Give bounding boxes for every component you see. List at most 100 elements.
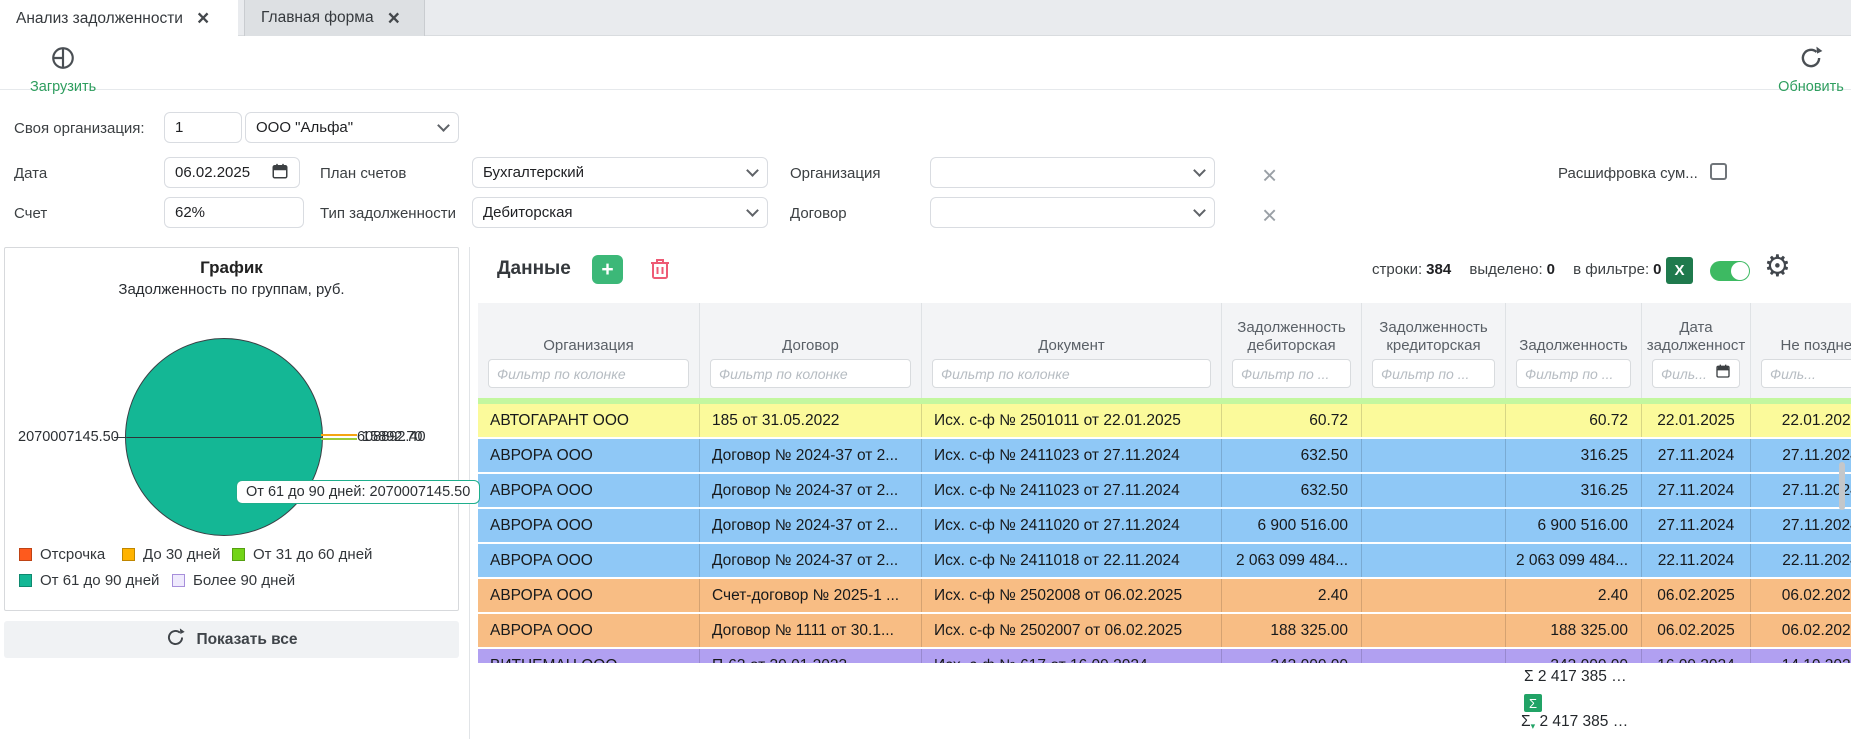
column-header[interactable]: Задолженность дебиторская Фильтр по ... [1222, 303, 1362, 398]
table-row[interactable]: АВРОРА ООО Счет-договор № 2025-1 ... Исх… [478, 579, 1851, 614]
column-filter-input[interactable]: Фильтр по ... [1516, 359, 1631, 388]
sum-decode-checkbox[interactable] [1710, 163, 1727, 180]
refresh-icon [165, 627, 186, 653]
legend-item[interactable]: От 31 до 60 дней [232, 546, 372, 563]
partial-row-strip [478, 398, 1851, 404]
close-icon[interactable]: × [387, 6, 400, 30]
table-row[interactable]: ВИТНЕМАН ООО П-63 от 30.01.2023 Исх. с-ф… [478, 649, 1851, 663]
debt-type-select[interactable]: Дебиторская [472, 197, 768, 228]
legend-item[interactable]: До 30 дней [122, 546, 220, 563]
chart-of-accounts-select[interactable]: Бухгалтерский [472, 157, 768, 188]
own-org-select[interactable]: ООО "Альфа" [245, 112, 459, 143]
account-input[interactable] [164, 197, 304, 228]
column-filter-input[interactable]: Фильтр по колонке [488, 359, 689, 388]
column-header[interactable]: Дата задолженност Филь... [1642, 303, 1751, 398]
legend-label: От 31 до 60 дней [253, 546, 373, 563]
organization-label: Организация [790, 165, 881, 182]
rows-count-value: 384 [1426, 261, 1452, 278]
vertical-scrollbar[interactable] [1839, 462, 1845, 510]
gear-icon[interactable]: ⚙ [1764, 249, 1791, 284]
sum-filtered: Σ▾ 2 417 385 … [1521, 713, 1629, 732]
chart-title: График [200, 258, 263, 277]
legend-item[interactable]: От 61 до 90 дней [19, 572, 159, 589]
table-row[interactable]: АВРОРА ООО Договор № 2024-37 от 2... Исх… [478, 509, 1851, 544]
grid-stats: строки: 384 выделено: 0 в фильтре: 0 [1358, 261, 1661, 278]
filtered-count-label: в фильтре: [1573, 261, 1650, 278]
chevron-down-icon [1193, 164, 1206, 177]
table-row[interactable]: АВРОРА ООО Договор № 2024-37 от 2... Исх… [478, 544, 1851, 579]
table-row[interactable]: АВРОРА ООО Договор № 2024-37 от 2... Исх… [478, 474, 1851, 509]
tab-main-form[interactable]: Главная форма × [244, 0, 425, 36]
grid-header: Организация Фильтр по колонке Договор Фи… [478, 303, 1851, 398]
column-header[interactable]: Организация Фильтр по колонке [478, 303, 700, 398]
calendar-icon[interactable] [271, 162, 289, 184]
column-header[interactable]: Документ Фильтр по колонке [922, 303, 1222, 398]
clear-contract-icon[interactable]: × [1262, 200, 1278, 230]
chevron-down-icon [1193, 204, 1206, 217]
table-row[interactable]: АВТОГАРАНТ ООО 185 от 31.05.2022 Исх. с-… [478, 404, 1851, 439]
legend-swatch [19, 548, 32, 561]
toggle-knob [1731, 262, 1749, 280]
organization-select[interactable] [930, 157, 1215, 188]
date-input[interactable]: 06.02.2025 [164, 157, 300, 188]
tab-bar: Анализ задолженности × Главная форма × [0, 0, 1851, 37]
column-filter-input[interactable]: Фильтр по колонке [710, 359, 911, 388]
clear-organization-icon[interactable]: × [1262, 160, 1278, 190]
legend-swatch [232, 548, 245, 561]
show-all-label: Показать все [196, 630, 298, 648]
column-header[interactable]: Задолженность Фильтр по ... [1506, 303, 1642, 398]
selected-count-value: 0 [1546, 261, 1555, 278]
legend-swatch [172, 574, 185, 587]
pie-label-right: 608892.40 [357, 429, 426, 445]
refresh-button[interactable]: Обновить [1775, 45, 1847, 95]
legend-item[interactable]: Более 90 дней [172, 572, 295, 589]
column-header[interactable]: Задолженность кредиторская Фильтр по ... [1362, 303, 1506, 398]
load-label: Загрузить [30, 79, 97, 95]
column-header[interactable]: Не позднее Филь... [1751, 303, 1851, 398]
table-row[interactable]: АВРОРА ООО Договор № 1111 от 30.1... Исх… [478, 614, 1851, 649]
show-all-button[interactable]: Показать все [4, 621, 459, 658]
column-filter-input[interactable]: Филь... [1652, 359, 1740, 388]
delete-icon[interactable] [650, 257, 670, 286]
pie-leader-left [114, 437, 127, 438]
pie-tooltip: От 61 до 90 дней: 2070007145.50 [236, 480, 481, 504]
own-org-code-input[interactable] [164, 112, 242, 143]
load-button[interactable]: Загрузить [30, 45, 96, 95]
contract-label: Договор [790, 205, 847, 222]
add-row-button[interactable]: + [592, 255, 623, 284]
pie-leader-right-orange [321, 434, 357, 436]
refresh-label: Обновить [1778, 79, 1844, 95]
column-filter-input[interactable]: Фильтр по ... [1372, 359, 1495, 388]
grid-toggle[interactable] [1710, 261, 1750, 281]
column-filter-input[interactable]: Фильтр по ... [1232, 359, 1351, 388]
calendar-icon[interactable] [1715, 363, 1731, 384]
account-label: Счет [14, 205, 48, 222]
tab-label: Анализ задолженности [16, 9, 183, 27]
grid-body: АВТОГАРАНТ ООО 185 от 31.05.2022 Исх. с-… [478, 404, 1851, 663]
column-filter-input[interactable]: Филь... [1761, 359, 1851, 388]
chevron-down-icon [746, 164, 759, 177]
pie-label-left: 2070007145.50 [18, 429, 119, 445]
selected-count-label: выделено: [1469, 261, 1543, 278]
sum-badge[interactable]: Σ [1524, 694, 1542, 712]
chart-of-accounts-label: План счетов [320, 165, 407, 182]
load-icon [50, 45, 76, 76]
column-filter-input[interactable]: Фильтр по колонке [932, 359, 1211, 388]
toolbar: Загрузить Обновить [0, 37, 1851, 95]
sigma-filter-icon: Σ [1521, 713, 1531, 730]
legend-swatch [19, 574, 32, 587]
legend-label: Отсрочка [40, 546, 106, 563]
table-row[interactable]: АВРОРА ООО Договор № 2024-37 от 2... Исх… [478, 439, 1851, 474]
debt-type-label: Тип задолженности [320, 205, 456, 222]
debt-type-value: Дебиторская [483, 204, 573, 221]
chevron-down-icon [746, 204, 759, 217]
filtered-count-value: 0 [1653, 261, 1662, 278]
export-excel-button[interactable]: X [1666, 257, 1693, 284]
contract-select[interactable] [930, 197, 1215, 228]
legend-item[interactable]: Отсрочка [19, 546, 105, 563]
column-header[interactable]: Договор Фильтр по колонке [700, 303, 922, 398]
legend-swatch [122, 548, 135, 561]
tab-debt-analysis[interactable]: Анализ задолженности × [0, 0, 238, 37]
filter-mark-icon: ▾ [1530, 722, 1536, 732]
close-icon[interactable]: × [196, 7, 210, 30]
